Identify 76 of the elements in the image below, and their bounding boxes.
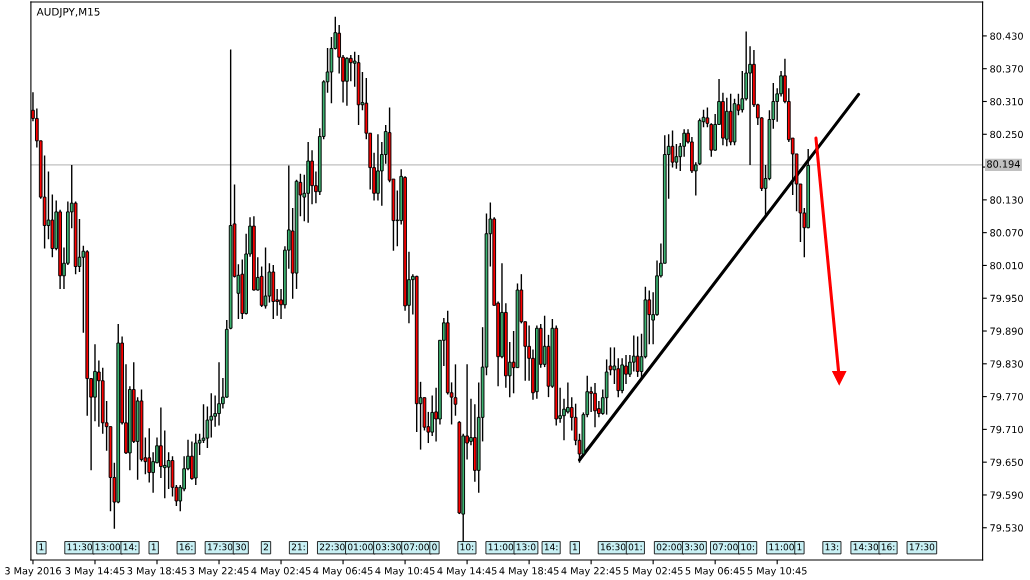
x-tick-label: 3 May 2016 <box>5 567 61 577</box>
x-tick-label: 5 May 06:45 <box>685 567 745 577</box>
x-tick-label: 4 May 06:45 <box>313 567 373 577</box>
ref-line-label: 80.194 <box>987 160 1020 168</box>
annotation: 10: <box>460 543 474 551</box>
annotation: 1 <box>572 543 577 551</box>
candlestick <box>670 129 675 169</box>
annotation: 01: <box>628 543 642 551</box>
annotation: 03:30 <box>376 543 401 551</box>
annotation: 10: <box>741 543 754 551</box>
y-tick-label: 80.310 <box>990 97 1023 106</box>
annotation: 1 <box>797 543 802 551</box>
annotation: 07:00 <box>404 543 429 551</box>
annotation: 1 <box>39 543 44 551</box>
candlestick <box>674 143 679 170</box>
annotation: 11:00 <box>769 543 794 551</box>
annotation: 11:30 <box>67 543 93 551</box>
x-tick-label: 3 May 18:45 <box>127 567 187 577</box>
y-tick-label: 79.890 <box>990 327 1023 335</box>
x-tick-label: 5 May 10:45 <box>747 567 807 577</box>
y-tick-label: 79.830 <box>990 360 1023 368</box>
candlestick <box>205 405 210 449</box>
annotation: 01:00 <box>347 543 373 551</box>
candlestick <box>593 382 597 428</box>
annotation: 07:00 <box>712 543 738 551</box>
annotation: 30 <box>235 543 246 551</box>
candlestick <box>635 335 640 378</box>
annotation: 13:0 <box>516 543 536 551</box>
y-tick-label: 79.590 <box>990 491 1023 499</box>
annotation: 1 <box>151 543 156 551</box>
x-tick-label: 4 May 10:45 <box>375 567 435 577</box>
y-tick-label: 80.010 <box>990 261 1023 270</box>
annotation: 0 <box>432 543 437 551</box>
candlestick <box>263 246 268 310</box>
annotation: 17:30 <box>207 543 233 551</box>
annotation: 22:30 <box>319 543 345 551</box>
x-tick-label: 3 May 14:45 <box>65 567 125 577</box>
x-tick-label: 4 May 02:45 <box>251 567 311 577</box>
annotation: 14: <box>544 543 558 551</box>
y-tick-label: 79.950 <box>990 294 1023 303</box>
candlestick <box>376 133 380 202</box>
y-tick-label: 80.250 <box>990 130 1023 139</box>
text: AUDJPY,M15 <box>36 7 100 18</box>
y-tick-label: 80.070 <box>990 229 1023 237</box>
candlestick <box>631 334 636 373</box>
y-tick-label: 79.650 <box>990 458 1023 466</box>
candlestick <box>217 361 221 427</box>
y-tick-label: 80.370 <box>990 65 1023 73</box>
annotation: 16: <box>179 543 193 551</box>
annotation: 11:00 <box>488 543 514 551</box>
annotation: 21: <box>291 543 305 551</box>
annotation: 13:00 <box>95 543 121 551</box>
annotation: 02:00 <box>656 543 682 551</box>
y-tick-label: 79.770 <box>990 393 1023 401</box>
y-tick-label: 80.130 <box>990 196 1023 204</box>
x-tick-label: 4 May 14:45 <box>437 567 497 577</box>
candlestick <box>201 403 206 444</box>
y-tick-label: 79.710 <box>990 425 1023 434</box>
annotation: 3:30 <box>684 543 704 551</box>
annotation: 2 <box>263 543 268 551</box>
annotation: 14:30 <box>853 543 879 551</box>
candlestick <box>166 451 171 490</box>
annotation: 16:30 <box>601 543 626 551</box>
candlestick <box>329 36 334 104</box>
candlestick <box>190 440 194 481</box>
annotation: 13: <box>825 543 839 551</box>
annotation: 17:30 <box>909 543 935 551</box>
annotation: 14: <box>123 543 137 551</box>
x-tick-label: 4 May 18:45 <box>499 567 559 577</box>
candlestick <box>345 56 349 107</box>
annotation: 16: <box>881 543 895 551</box>
x-tick-label: 4 May 22:45 <box>561 567 621 577</box>
x-tick-label: 5 May 02:45 <box>623 567 683 577</box>
x-tick-label: 3 May 22:45 <box>189 567 249 577</box>
y-tick-label: 80.430 <box>990 32 1023 40</box>
y-tick-label: 79.530 <box>990 524 1023 532</box>
